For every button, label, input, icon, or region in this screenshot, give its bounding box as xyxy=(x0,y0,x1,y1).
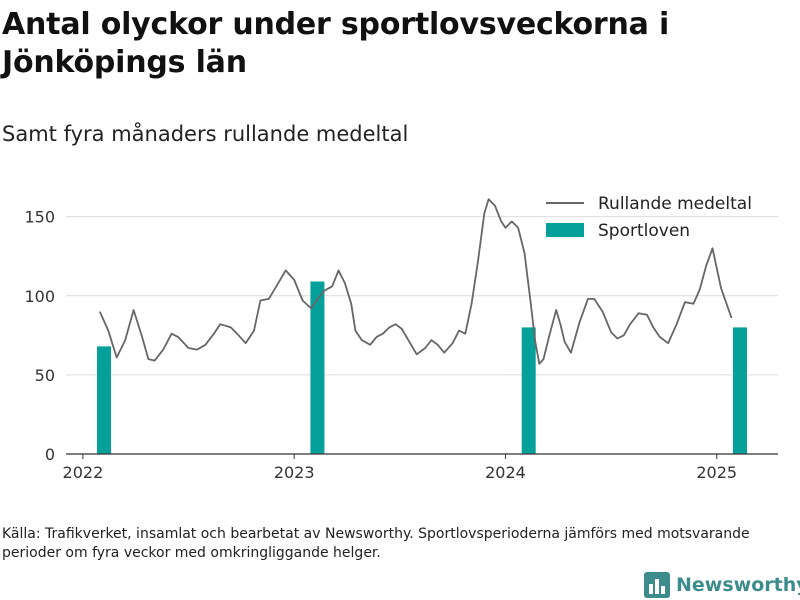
x-tick-label: 2025 xyxy=(696,463,737,482)
brand-logo: Newsworthy xyxy=(644,570,800,600)
chart-subtitle: Samt fyra månaders rullande medeltal xyxy=(2,122,409,146)
x-tick-label: 2023 xyxy=(274,463,315,482)
y-tick-label: 100 xyxy=(24,287,55,306)
line-series xyxy=(98,198,733,365)
bar-chart-logo-icon xyxy=(644,572,670,598)
y-tick-label: 50 xyxy=(35,366,55,385)
bar-sportloven xyxy=(310,281,325,454)
chart-title: Antal olyckor under sportlovsveckorna i … xyxy=(2,7,670,80)
x-axis: 2022 2023 2024 2025 xyxy=(63,453,778,482)
bar-series xyxy=(97,281,747,454)
bar-sportloven xyxy=(732,327,747,454)
legend-label-bar: Sportloven xyxy=(598,221,690,241)
y-tick-label: 0 xyxy=(45,445,55,464)
y-tick-label: 150 xyxy=(24,208,55,227)
legend: Rullande medeltal Sportloven xyxy=(546,194,752,241)
x-tick-label: 2024 xyxy=(485,463,526,482)
line-rullande-medeltal xyxy=(98,198,733,365)
bar-sportloven xyxy=(521,327,536,454)
bar-sportloven xyxy=(97,346,112,454)
legend-swatch-bar xyxy=(546,223,584,237)
source-footnote: Källa: Trafikverket, insamlat och bearbe… xyxy=(2,526,750,561)
legend-label-line: Rullande medeltal xyxy=(598,194,752,214)
x-tick-label: 2022 xyxy=(63,463,104,482)
grid-lines: 0 50 100 150 xyxy=(24,208,778,464)
brand-name: Newsworthy xyxy=(676,574,800,596)
